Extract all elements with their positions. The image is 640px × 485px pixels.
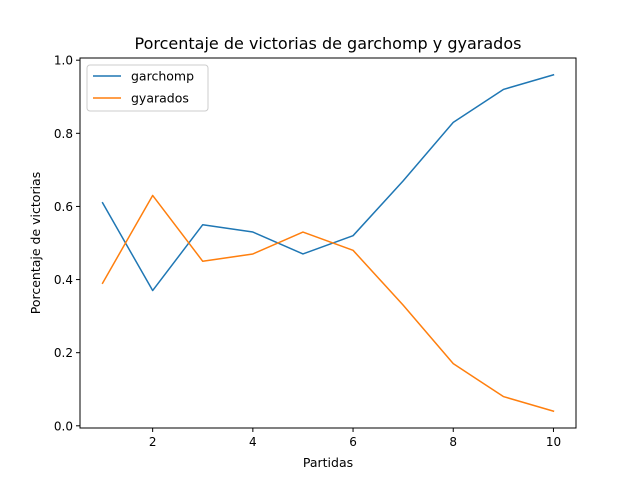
legend: garchomp gyarados [86, 64, 209, 112]
x-tick-label: 2 [149, 435, 157, 449]
ticks-group: 2 4 6 8 10 0.0 0.2 0.4 0.6 0.8 1.0 [54, 54, 561, 449]
axes-frame [79, 57, 577, 429]
y-tick-label: 1.0 [54, 54, 73, 68]
y-tick-label: 0.8 [54, 127, 73, 141]
x-tick-label: 8 [449, 435, 457, 449]
legend-label-gyarados: gyarados [131, 91, 189, 106]
x-axis-label: Partidas [303, 455, 353, 470]
series-line-gyarados [101, 194, 555, 413]
series-line-garchomp [101, 73, 555, 292]
x-tick-label: 6 [349, 435, 357, 449]
x-tick-label: 10 [546, 435, 561, 449]
y-tick-label: 0.2 [54, 346, 73, 360]
chart-title: Porcentaje de victorias de garchomp y gy… [135, 34, 522, 53]
y-tick-label: 0.6 [54, 200, 73, 214]
y-axis-label: Porcentaje de victorias [28, 172, 43, 314]
series-group [101, 73, 555, 413]
legend-label-garchomp: garchomp [131, 69, 194, 84]
y-tick-label: 0.0 [54, 419, 73, 433]
y-tick-label: 0.4 [54, 273, 73, 287]
x-tick-label: 4 [249, 435, 257, 449]
